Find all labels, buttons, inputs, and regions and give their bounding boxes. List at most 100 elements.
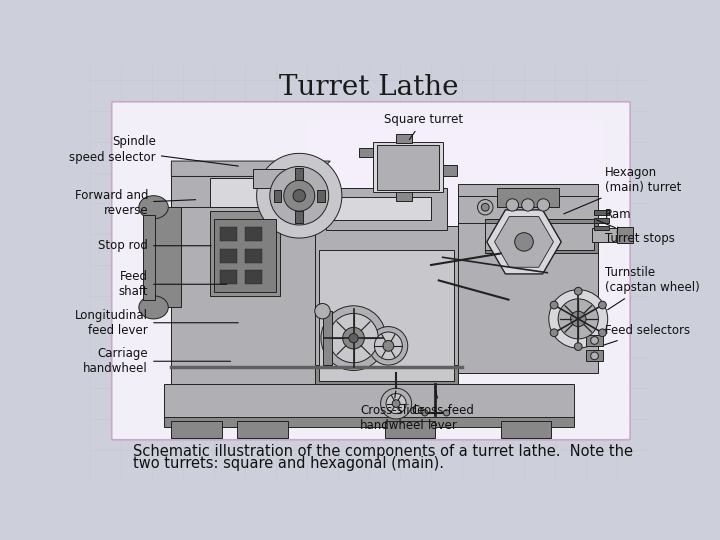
Bar <box>214 173 245 204</box>
Bar <box>431 49 462 80</box>
Bar <box>617 296 648 327</box>
Bar <box>245 142 276 173</box>
Bar <box>90 419 121 450</box>
Text: Feed
shaft: Feed shaft <box>119 270 227 298</box>
Bar <box>183 265 214 296</box>
Bar <box>121 204 152 234</box>
Bar <box>400 388 431 419</box>
Bar <box>276 327 307 357</box>
Bar <box>295 211 303 224</box>
Bar <box>307 450 338 481</box>
Bar <box>400 357 431 388</box>
Bar <box>586 111 617 142</box>
Text: Feed selectors: Feed selectors <box>604 324 690 345</box>
Bar <box>586 265 617 296</box>
Circle shape <box>590 352 598 360</box>
Bar <box>183 327 214 357</box>
Bar <box>220 271 238 284</box>
Bar <box>524 265 555 296</box>
Circle shape <box>422 410 428 416</box>
Bar <box>462 450 493 481</box>
Circle shape <box>477 200 493 215</box>
Bar <box>400 265 431 296</box>
Bar <box>369 419 400 450</box>
Bar <box>617 327 648 357</box>
Bar <box>338 111 369 142</box>
Bar <box>121 296 152 327</box>
Circle shape <box>256 153 342 238</box>
Bar <box>462 173 493 204</box>
Polygon shape <box>171 161 330 177</box>
Bar <box>400 173 431 204</box>
Bar <box>524 204 555 234</box>
Circle shape <box>270 166 329 225</box>
Bar <box>121 357 152 388</box>
Circle shape <box>522 199 534 211</box>
Bar <box>396 192 412 201</box>
Bar <box>276 234 307 265</box>
Bar <box>369 111 400 142</box>
Text: Turret stops: Turret stops <box>596 220 675 245</box>
Bar <box>555 296 586 327</box>
Text: Hexagon
(main) turret: Hexagon (main) turret <box>564 166 682 214</box>
Bar <box>121 388 152 419</box>
Bar <box>400 204 431 234</box>
Circle shape <box>590 336 598 345</box>
Bar <box>183 173 214 204</box>
Bar <box>524 357 555 388</box>
Bar <box>493 49 524 80</box>
Bar <box>493 111 524 142</box>
Bar <box>214 388 245 419</box>
Bar <box>152 204 183 234</box>
Bar <box>431 173 462 204</box>
Bar <box>171 177 315 207</box>
Bar <box>462 388 493 419</box>
Bar <box>245 80 276 111</box>
Bar <box>431 450 462 481</box>
Bar <box>307 327 338 357</box>
Bar <box>524 296 555 327</box>
Text: Schematic illustration of the components of a turret lathe.  Note the: Schematic illustration of the components… <box>132 444 633 458</box>
Bar <box>171 200 315 384</box>
Text: Cross-feed
lever: Cross-feed lever <box>411 391 474 431</box>
Bar <box>524 419 555 450</box>
Bar <box>555 80 586 111</box>
Bar <box>121 80 152 111</box>
Bar <box>493 142 524 173</box>
Circle shape <box>374 332 402 360</box>
Bar <box>307 265 338 296</box>
Bar <box>593 228 619 242</box>
Bar <box>586 450 617 481</box>
Bar <box>171 421 222 438</box>
Bar <box>307 111 338 142</box>
Bar <box>431 357 462 388</box>
Bar <box>384 421 435 438</box>
Bar <box>121 142 152 173</box>
Bar <box>214 296 245 327</box>
Bar <box>524 327 555 357</box>
Bar <box>369 450 400 481</box>
Bar <box>338 234 369 265</box>
Bar <box>586 357 617 388</box>
Bar <box>493 234 524 265</box>
Bar <box>253 168 292 188</box>
Bar <box>245 296 276 327</box>
Bar <box>121 49 152 80</box>
Bar <box>586 419 617 450</box>
Bar <box>431 327 462 357</box>
Bar <box>121 265 152 296</box>
Bar <box>586 204 617 234</box>
Bar <box>323 311 332 365</box>
Bar <box>369 80 400 111</box>
Bar <box>493 419 524 450</box>
Bar <box>586 388 617 419</box>
Bar <box>214 419 245 450</box>
Bar <box>90 204 121 234</box>
Bar <box>555 204 586 234</box>
Bar <box>183 388 214 419</box>
Bar <box>369 327 400 357</box>
Bar <box>617 357 648 388</box>
Bar <box>238 421 287 438</box>
Bar <box>377 145 438 190</box>
Bar <box>431 388 462 419</box>
